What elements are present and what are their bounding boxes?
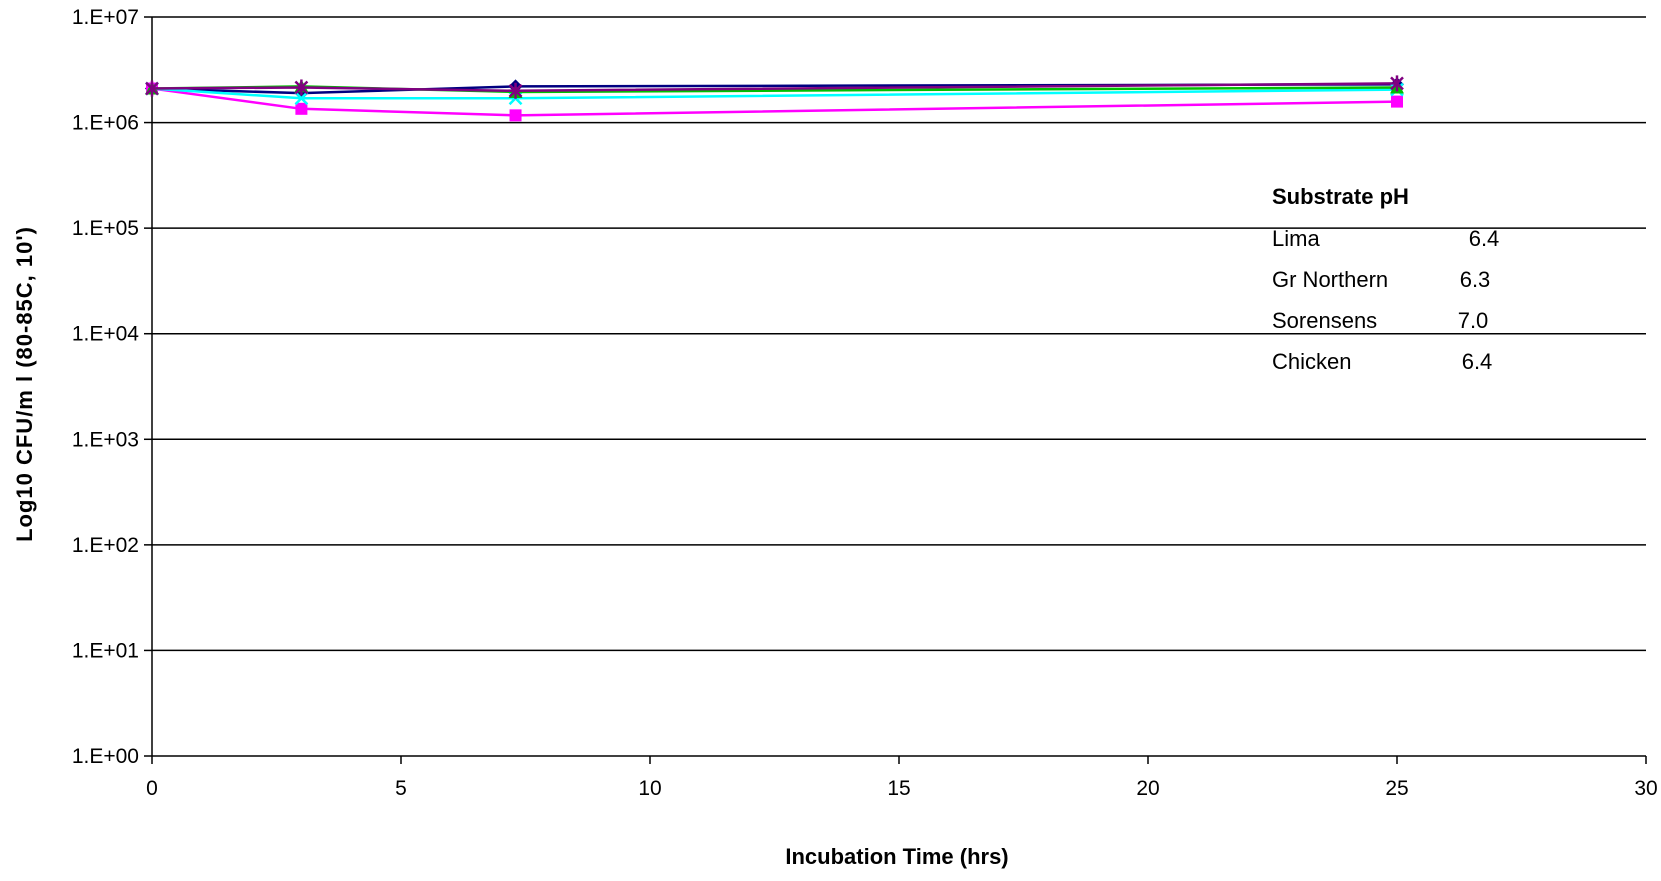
series-line <box>151 87 1398 100</box>
annotation-substrate-name: Sorensens <box>1272 308 1377 333</box>
series-layer <box>145 75 1404 122</box>
series-5 <box>145 75 1404 99</box>
pH-annotation: Substrate pH Lima 6.4 Gr Northern 6.3 Sorens… <box>1272 184 1499 374</box>
annotation-substrate-name: Gr Northern <box>1272 267 1388 292</box>
x-axis-title: Incubation Time (hrs) <box>785 844 1008 869</box>
y-tick-label: 1.E+06 <box>72 112 139 135</box>
y-axis-title: Log10 CFU/m l (80-85C, 10') <box>12 226 37 542</box>
data-point-star <box>508 82 523 99</box>
grid-layer <box>152 16 1646 757</box>
x-tick-label: 30 <box>1634 777 1657 800</box>
y-tick-label: 1.E+05 <box>72 217 139 240</box>
x-tick-label: 5 <box>395 777 407 800</box>
data-point-star <box>1390 75 1404 92</box>
annotation-ph-value: 6.4 <box>1469 226 1500 251</box>
data-point-star <box>294 79 309 96</box>
data-point-square <box>1391 95 1403 108</box>
x-tick-label: 10 <box>638 777 661 800</box>
series-line <box>151 87 1398 117</box>
x-tick-label: 15 <box>887 777 910 800</box>
annotation-substrate-name: Chicken <box>1272 349 1351 374</box>
y-tick-label: 1.E+04 <box>72 323 139 346</box>
annotation-title: Substrate pH <box>1272 184 1409 209</box>
series-line <box>151 82 1398 93</box>
y-tick-label: 1.E+07 <box>72 6 139 29</box>
y-tick-label: 1.E+02 <box>72 534 139 557</box>
annotation-substrate-name: Lima <box>1272 226 1320 251</box>
x-tick-label: 25 <box>1385 777 1408 800</box>
annotation-ph-value: 6.3 <box>1460 267 1491 292</box>
annotation-rows: Lima 6.4 Gr Northern 6.3 Sorensens 7.0 Chicken… <box>1272 226 1499 374</box>
data-point-x <box>294 91 309 106</box>
axes-layer: 1.E+00 1.E+01 1.E+02 1.E+03 1.E+04 1.E+05 1.E+… <box>72 6 1658 800</box>
annotation-ph-value: 7.0 <box>1458 308 1489 333</box>
data-point-star <box>145 80 159 97</box>
data-point-square <box>295 102 308 115</box>
annotation-ph-value: 6.4 <box>1462 349 1493 374</box>
y-tick-label: 1.E+03 <box>72 428 139 451</box>
y-tick-label: 1.E+00 <box>72 745 139 768</box>
y-tick-label: 1.E+01 <box>72 639 139 662</box>
x-tick-label: 0 <box>146 777 158 800</box>
data-point-square <box>509 109 522 122</box>
x-tick-label: 20 <box>1136 777 1159 800</box>
